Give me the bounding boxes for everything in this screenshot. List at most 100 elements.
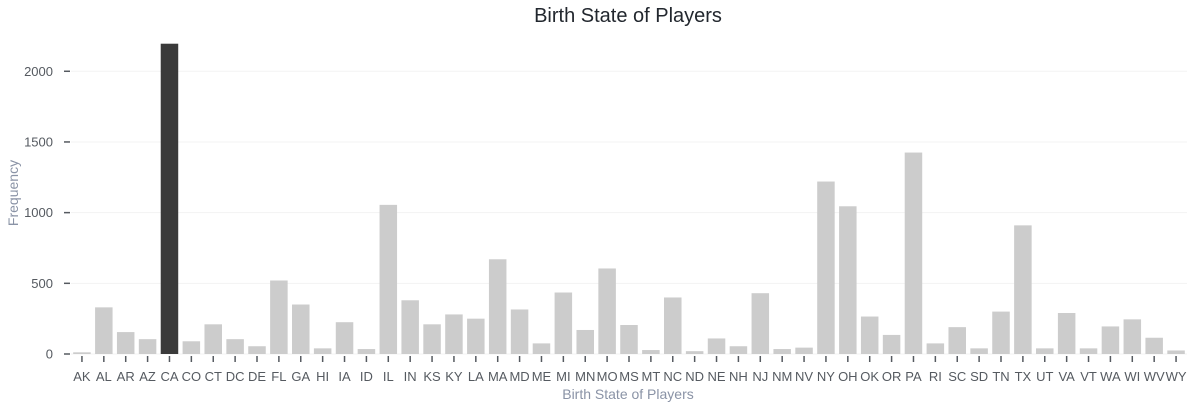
x-tick-label-TN: TN: [992, 369, 1009, 384]
bar-NY: [817, 181, 835, 354]
bar-MO: [598, 268, 616, 354]
bar-MD: [510, 309, 529, 354]
bar-WV: [1145, 337, 1163, 354]
bar-DE: [248, 346, 266, 354]
y-tick-label-2000: 2000: [24, 64, 53, 79]
bar-PA: [904, 152, 923, 354]
bar-DC: [226, 339, 244, 354]
x-tick-label-DC: DC: [226, 369, 245, 384]
x-tick-label-MA: MA: [488, 369, 508, 384]
x-tick-label-NJ: NJ: [752, 369, 768, 384]
bar-OH: [839, 206, 857, 354]
x-tick-label-GA: GA: [291, 369, 310, 384]
x-tick-label-HI: HI: [316, 369, 329, 384]
bar-GA: [292, 304, 310, 354]
x-tick-label-KS: KS: [423, 369, 441, 384]
x-tick-label-MT: MT: [641, 369, 660, 384]
bar-CA: [160, 43, 179, 354]
bar-NC: [664, 297, 682, 354]
x-tick-label-IA: IA: [338, 369, 351, 384]
x-tick-label-OR: OR: [882, 369, 902, 384]
x-tick-label-KY: KY: [445, 369, 463, 384]
bar-SD: [970, 348, 988, 354]
bars: [73, 43, 1185, 354]
x-axis-title: Birth State of Players: [562, 386, 694, 402]
bar-LA: [467, 318, 485, 354]
bar-OK: [860, 316, 879, 354]
x-tick-label-IL: IL: [383, 369, 394, 384]
x-tick-label-NH: NH: [729, 369, 748, 384]
x-tick-label-AL: AL: [96, 369, 112, 384]
bar-KS: [423, 324, 441, 354]
bar-NE: [707, 338, 726, 354]
bar-IA: [335, 322, 354, 354]
x-tick-label-SD: SD: [970, 369, 988, 384]
x-tick-label-MD: MD: [509, 369, 529, 384]
y-tick-label-0: 0: [46, 347, 53, 362]
bar-SC: [948, 327, 966, 354]
bar-VT: [1079, 348, 1098, 354]
x-tick-label-UT: UT: [1036, 369, 1053, 384]
x-tick-label-CT: CT: [205, 369, 222, 384]
x-tick-label-WI: WI: [1124, 369, 1140, 384]
bar-CT: [204, 324, 222, 354]
x-tick-label-WA: WA: [1100, 369, 1121, 384]
bar-UT: [1036, 348, 1054, 354]
x-tick-label-ME: ME: [532, 369, 552, 384]
bar-TN: [992, 311, 1010, 354]
y-tick-label-1500: 1500: [24, 134, 53, 149]
x-tick-label-PA: PA: [905, 369, 922, 384]
bar-IN: [401, 300, 419, 354]
x-tick-label-ND: ND: [685, 369, 704, 384]
bar-FL: [270, 280, 288, 354]
x-tick-label-OK: OK: [860, 369, 879, 384]
y-axis: 0 500 1000 1500 2000: [24, 64, 70, 362]
x-tick-label-NM: NM: [772, 369, 792, 384]
x-tick-label-FL: FL: [271, 369, 286, 384]
bar-AZ: [138, 339, 157, 354]
bar-CO: [182, 341, 201, 354]
bar-NH: [729, 346, 748, 354]
bar-MT: [642, 350, 660, 354]
x-tick-label-VA: VA: [1058, 369, 1075, 384]
bar-MI: [554, 292, 573, 354]
x-tick-label-MI: MI: [556, 369, 570, 384]
bar-NV: [795, 347, 813, 354]
bar-KY: [445, 314, 463, 354]
bar-ID: [357, 349, 376, 354]
x-tick-label-TX: TX: [1015, 369, 1032, 384]
x-tick-label-NV: NV: [795, 369, 813, 384]
bar-OR: [882, 334, 901, 354]
x-tick-label-RI: RI: [929, 369, 942, 384]
y-axis-title: Frequency: [5, 160, 21, 226]
chart-title: Birth State of Players: [534, 5, 722, 27]
x-tick-label-IN: IN: [404, 369, 417, 384]
bar-AR: [116, 332, 135, 354]
bar-IL: [379, 204, 398, 354]
bar-ME: [532, 343, 551, 354]
x-tick-label-NY: NY: [817, 369, 835, 384]
x-tick-label-AK: AK: [73, 369, 91, 384]
x-tick-label-CO: CO: [182, 369, 202, 384]
x-tick-label-AZ: AZ: [139, 369, 156, 384]
x-tick-label-LA: LA: [468, 369, 484, 384]
y-tick-label-500: 500: [31, 276, 53, 291]
x-tick-label-AR: AR: [117, 369, 135, 384]
y-tick-label-1000: 1000: [24, 205, 53, 220]
bar-MS: [620, 325, 638, 354]
x-tick-label-VT: VT: [1080, 369, 1097, 384]
x-tick-label-OH: OH: [838, 369, 858, 384]
x-tick-label-WV: WV: [1144, 369, 1165, 384]
x-axis: AK AL AR AZ CA CO CT DC DE FL GA HI IA ID IL IN KS KY LA MA…: [73, 356, 1187, 384]
x-tick-label-ID: ID: [360, 369, 373, 384]
x-tick-label-DE: DE: [248, 369, 266, 384]
x-tick-label-NC: NC: [663, 369, 682, 384]
bar-MN: [576, 329, 594, 354]
x-tick-label-CA: CA: [160, 369, 178, 384]
bar-NM: [773, 349, 791, 354]
bar-VA: [1057, 313, 1076, 354]
bar-WY: [1167, 350, 1185, 354]
bar-AK: [73, 352, 91, 354]
